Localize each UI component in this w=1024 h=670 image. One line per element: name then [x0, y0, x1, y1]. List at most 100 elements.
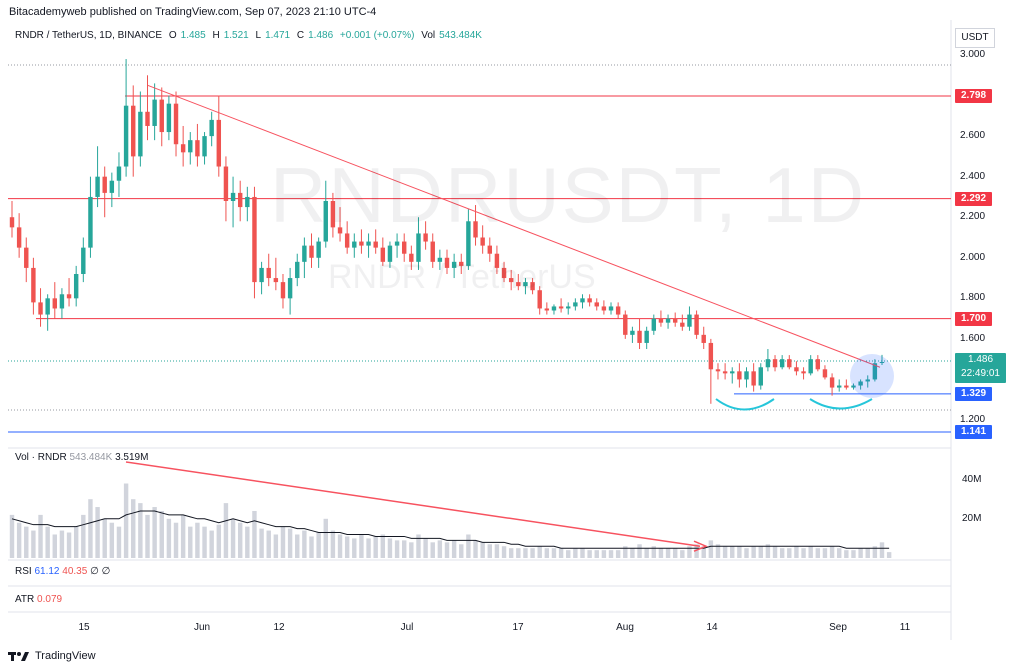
candle [858, 379, 863, 390]
candle-body [102, 176, 107, 193]
candle-body [551, 306, 557, 311]
candle [309, 233, 314, 268]
volume-bar [437, 540, 443, 558]
candle [573, 298, 578, 311]
candle-body [359, 241, 364, 246]
volume-bar [672, 548, 678, 558]
volume-bar [73, 526, 79, 558]
time-tick: Jul [400, 622, 414, 633]
candle-body [623, 314, 628, 335]
time-tick: 15 [78, 622, 90, 633]
price-tick: 1.200 [960, 414, 986, 425]
candle-body [615, 306, 621, 315]
volume-bar [66, 532, 72, 558]
candle [16, 213, 22, 258]
tradingview-branding[interactable]: TradingView [8, 650, 96, 662]
candle [594, 298, 599, 311]
candle [737, 363, 742, 388]
volume-bar [9, 514, 15, 558]
candle [665, 314, 671, 329]
candle-body [81, 247, 86, 274]
candle-body [409, 253, 414, 262]
volume-tick: 20M [962, 512, 982, 524]
volume-bar [651, 546, 657, 558]
volume-bar [81, 514, 86, 558]
candle-body [152, 99, 157, 126]
rsi-pane-legend[interactable]: RSI 61.12 40.35 ∅ ∅ [15, 566, 110, 577]
candle [330, 192, 336, 238]
candle [765, 349, 771, 372]
time-tick: 12 [273, 622, 285, 633]
candle [701, 326, 706, 350]
candle [237, 180, 243, 222]
volume-bar [252, 510, 257, 558]
price-level-badge: 2.292 [955, 191, 992, 206]
volume-bar [865, 548, 870, 558]
candle-body [66, 294, 72, 299]
candle-body [480, 237, 485, 246]
publisher-header: Bitacademyweb published on TradingView.c… [9, 6, 377, 18]
volume-bar [665, 548, 671, 558]
symbol-legend[interactable]: RNDR / TetherUS, 1D, BINANCE O 1.485 H 1.5… [15, 30, 486, 41]
currency-selector[interactable]: USDT [955, 28, 995, 48]
candle [694, 310, 699, 339]
volume-bar [644, 548, 649, 558]
candle-body [9, 217, 15, 228]
candle [523, 278, 528, 295]
volume-bar [230, 518, 236, 558]
candle [66, 278, 72, 307]
candle-body [872, 363, 878, 380]
candle-body [516, 282, 521, 287]
candle [530, 278, 535, 295]
candle-body [558, 306, 564, 309]
volume-bar [24, 526, 29, 558]
volume-bar [352, 538, 357, 558]
time-tick: 17 [512, 622, 524, 633]
candle [230, 176, 236, 228]
volume-bar [537, 546, 542, 558]
candle-body [73, 274, 79, 299]
volume-ma-value: 3.519M [115, 452, 149, 463]
volume-bar [302, 530, 307, 558]
candle-body [708, 342, 714, 370]
candle-body [594, 302, 599, 307]
volume-bar [715, 544, 721, 558]
candle [637, 318, 642, 350]
legend-low: 1.471 [265, 30, 291, 41]
volume-pane-legend[interactable]: Vol · RNDR 543.484K 3.519M [15, 452, 148, 463]
legend-open-label: O [168, 30, 177, 41]
candle [822, 365, 828, 380]
candle [879, 354, 885, 366]
candle-body [423, 233, 428, 242]
candle-body [273, 278, 279, 283]
candle-body [116, 166, 122, 181]
volume-bar [480, 542, 485, 558]
candle-body [394, 241, 400, 246]
candle-body [544, 308, 550, 311]
candle-body [566, 306, 571, 309]
atr-pane-legend[interactable]: ATR 0.079 [15, 594, 62, 605]
volume-bar [630, 548, 635, 558]
candle [323, 180, 328, 248]
candle-body [223, 166, 229, 201]
candle-body [166, 103, 172, 133]
volume-bar [844, 550, 849, 558]
candle [651, 314, 657, 335]
volume-bar [615, 550, 621, 558]
candle-body [865, 379, 870, 382]
time-tick: 11 [899, 622, 911, 633]
volume-bar [473, 540, 478, 558]
candle [537, 286, 542, 315]
volume-bar [573, 548, 578, 558]
candle [73, 265, 79, 307]
candle-body [637, 330, 642, 343]
volume-bar [166, 518, 172, 558]
candle [373, 229, 378, 254]
candle [787, 355, 792, 370]
volume-bar [508, 548, 514, 558]
volume-bar [88, 499, 93, 558]
volume-bar [394, 540, 400, 558]
candle [844, 379, 849, 390]
volume-bar [287, 528, 293, 558]
volume-bar [829, 546, 835, 558]
